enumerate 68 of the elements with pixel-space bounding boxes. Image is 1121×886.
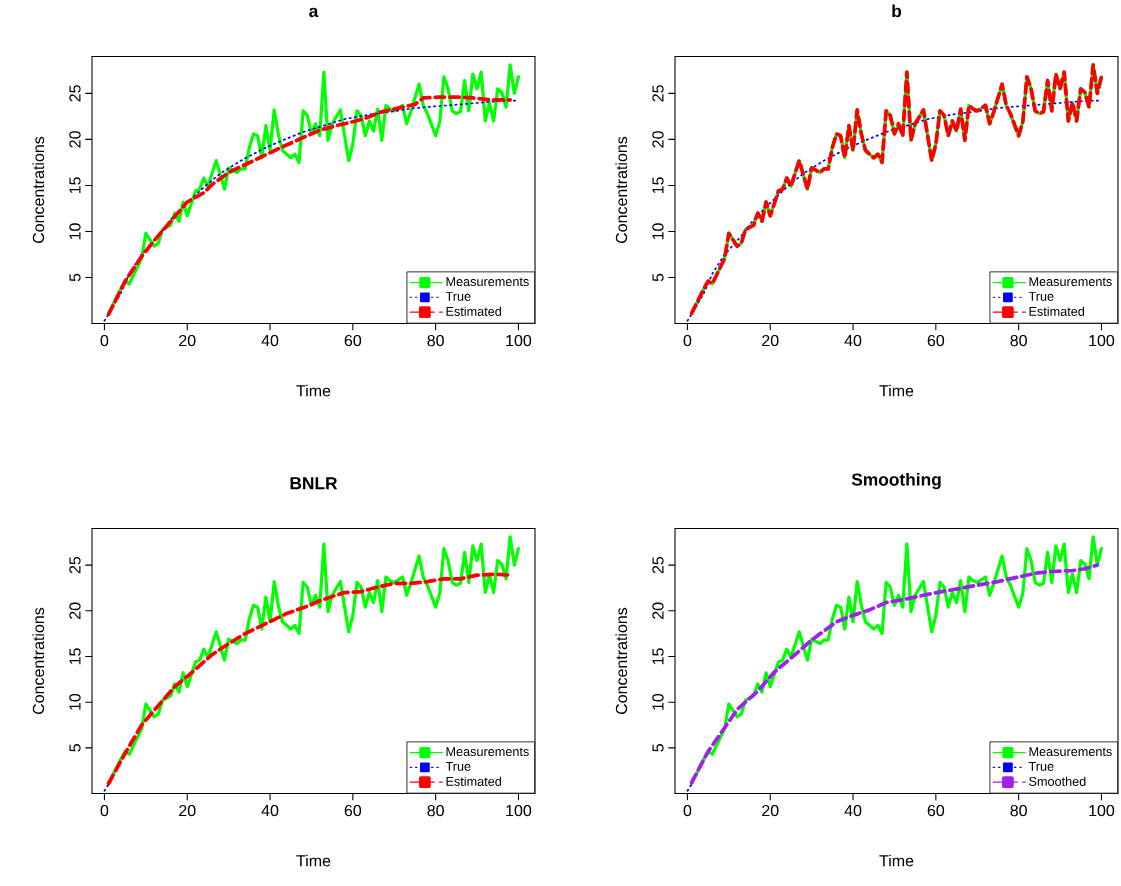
y-tick-label: 15 bbox=[69, 648, 81, 665]
x-tick-label: 100 bbox=[1089, 805, 1115, 817]
y-tick-label: 15 bbox=[69, 177, 81, 194]
legend-label: Measurements bbox=[1029, 277, 1112, 287]
x-tick-label: 80 bbox=[1010, 335, 1027, 347]
y-axis-title: Concentrations bbox=[615, 608, 628, 715]
x-axis-title: Time bbox=[879, 384, 914, 397]
legend-label: Smoothed bbox=[1029, 776, 1086, 787]
legend-label: True bbox=[1028, 292, 1054, 301]
legend-label: Measurements bbox=[1029, 747, 1112, 757]
y-tick-label: 10 bbox=[69, 694, 81, 711]
y-tick-label: 25 bbox=[652, 557, 664, 574]
x-tick-label: 40 bbox=[844, 335, 862, 347]
x-tick-label: 0 bbox=[683, 335, 692, 347]
y-axis-title: Concentrations bbox=[615, 137, 628, 244]
y-axis-title: Concentrations bbox=[32, 137, 45, 244]
y-axis-title: Concentrations bbox=[32, 608, 45, 715]
chart-title: Smoothing bbox=[851, 473, 941, 490]
y-tick-label: 5 bbox=[652, 744, 664, 752]
x-tick-label: 80 bbox=[427, 335, 444, 347]
x-tick-label: 20 bbox=[762, 335, 779, 347]
x-tick-label: 60 bbox=[344, 805, 362, 817]
y-tick-label: 15 bbox=[652, 177, 664, 194]
y-tick-label: 10 bbox=[652, 223, 664, 240]
x-tick-label: 80 bbox=[1010, 805, 1027, 817]
y-tick-label: 5 bbox=[652, 273, 664, 282]
chart-title: a bbox=[309, 7, 319, 18]
x-tick-label: 80 bbox=[427, 805, 444, 817]
y-tick-label: 5 bbox=[69, 273, 81, 282]
y-tick-label: 25 bbox=[69, 557, 81, 574]
x-tick-label: 40 bbox=[844, 805, 862, 817]
y-tick-label: 20 bbox=[652, 131, 664, 148]
x-tick-label: 60 bbox=[927, 805, 945, 817]
legend-label: Estimated bbox=[1029, 306, 1085, 317]
x-tick-label: 20 bbox=[179, 805, 196, 817]
chart-title: b bbox=[892, 4, 902, 18]
y-tick-label: 25 bbox=[69, 85, 81, 102]
legend-label: True bbox=[1028, 762, 1054, 771]
chart-title: BNLR bbox=[290, 477, 338, 490]
legend-label: Measurements bbox=[446, 747, 529, 757]
y-tick-label: 15 bbox=[652, 648, 664, 665]
y-tick-label: 10 bbox=[652, 694, 664, 711]
x-tick-label: 100 bbox=[506, 805, 532, 817]
x-tick-label: 100 bbox=[506, 335, 532, 347]
x-tick-label: 40 bbox=[261, 805, 279, 817]
x-tick-label: 40 bbox=[261, 335, 279, 347]
x-tick-label: 60 bbox=[344, 335, 362, 347]
y-tick-label: 25 bbox=[652, 85, 664, 102]
y-tick-label: 20 bbox=[69, 602, 81, 620]
x-axis-title: Time bbox=[879, 854, 914, 867]
x-tick-label: 60 bbox=[927, 335, 945, 347]
x-axis-title: Time bbox=[296, 854, 331, 867]
x-tick-label: 0 bbox=[100, 335, 109, 347]
legend-label: True bbox=[445, 762, 471, 771]
x-tick-label: 0 bbox=[683, 805, 692, 817]
x-tick-label: 100 bbox=[1089, 335, 1115, 347]
legend-label: Measurements bbox=[446, 277, 529, 287]
legend-label: Estimated bbox=[446, 776, 501, 787]
y-tick-label: 20 bbox=[69, 131, 81, 148]
x-axis-title: Time bbox=[296, 384, 331, 397]
x-tick-label: 20 bbox=[179, 335, 196, 347]
y-tick-label: 5 bbox=[69, 744, 81, 752]
y-tick-label: 10 bbox=[69, 223, 81, 240]
legend-label: True bbox=[445, 292, 471, 301]
legend-label: Estimated bbox=[446, 306, 501, 317]
x-tick-label: 20 bbox=[762, 805, 779, 817]
y-tick-label: 20 bbox=[652, 602, 664, 620]
x-tick-label: 0 bbox=[100, 805, 109, 817]
